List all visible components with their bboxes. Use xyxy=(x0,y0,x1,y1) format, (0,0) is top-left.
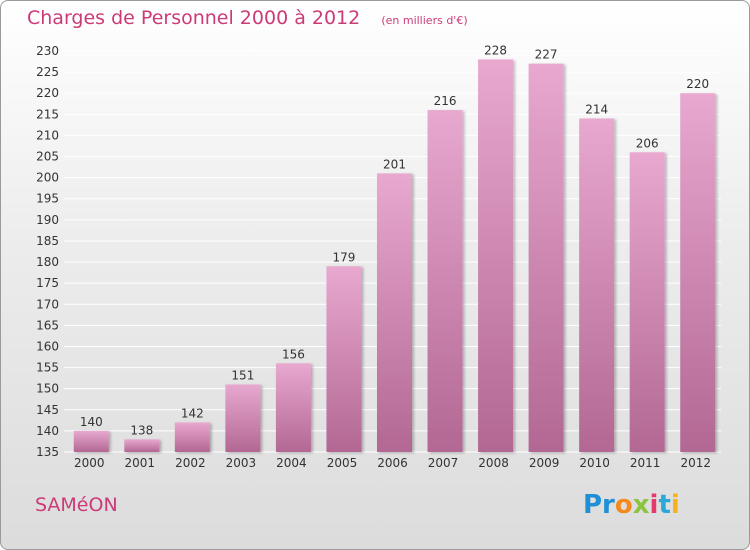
bar-2012 xyxy=(680,93,716,453)
value-label: 151 xyxy=(231,368,254,382)
x-tick-label: 2010 xyxy=(579,456,610,470)
value-label: 206 xyxy=(636,136,659,150)
value-label: 179 xyxy=(333,250,356,264)
x-tick-label: 2012 xyxy=(680,456,711,470)
y-tick-label: 160 xyxy=(36,339,59,353)
y-tick-label: 150 xyxy=(36,382,59,396)
value-label: 227 xyxy=(535,48,558,62)
y-tick-label: 205 xyxy=(36,150,59,164)
title-row: Charges de Personnel 2000 à 2012 (en mil… xyxy=(27,7,468,29)
y-tick-label: 210 xyxy=(36,128,59,142)
logo-part: o xyxy=(614,490,633,520)
y-tick-label: 175 xyxy=(36,276,59,290)
commune-name: SAMéON xyxy=(35,494,118,516)
value-labels: 140 138 142 151 156 179 201 216 228 227 214 206 220 xyxy=(80,43,709,437)
y-tick-label: 155 xyxy=(36,361,59,375)
bar-2004 xyxy=(275,363,311,452)
x-tick-label: 2004 xyxy=(276,456,307,470)
chart-title: Charges de Personnel 2000 à 2012 xyxy=(27,7,361,29)
y-tick-label: 215 xyxy=(36,107,59,121)
y-tick-label: 220 xyxy=(36,86,59,100)
bar-2011 xyxy=(629,152,665,452)
y-tick-label: 190 xyxy=(36,213,59,227)
x-tick-label: 2009 xyxy=(529,456,560,470)
logo-part: t xyxy=(658,490,671,520)
bar-2001 xyxy=(124,439,160,452)
bar-2007 xyxy=(427,110,463,453)
bar-2009 xyxy=(528,63,564,453)
logo-part: Pr xyxy=(583,490,615,520)
x-tick-label: 2005 xyxy=(327,456,358,470)
bar-2006 xyxy=(377,173,412,452)
value-label: 220 xyxy=(686,77,709,91)
bar-2010 xyxy=(579,118,615,453)
value-label: 140 xyxy=(80,415,103,429)
logo-part: i xyxy=(670,490,680,520)
y-tick-label: 195 xyxy=(36,192,59,206)
value-label: 216 xyxy=(434,94,457,108)
chart-unit: (en milliers d'€) xyxy=(381,14,468,27)
y-tick-label: 200 xyxy=(36,171,59,185)
value-label: 142 xyxy=(181,406,204,420)
x-tick-label: 2001 xyxy=(125,456,156,470)
x-tick-label: 2006 xyxy=(377,456,408,470)
y-tick-label: 140 xyxy=(36,424,59,438)
x-tick-label: 2002 xyxy=(175,456,206,470)
bars xyxy=(73,59,716,453)
y-tick-label: 170 xyxy=(36,297,59,311)
bar-2005 xyxy=(326,266,362,452)
value-label: 214 xyxy=(585,103,608,117)
logo-part: x xyxy=(632,490,650,520)
value-label: 201 xyxy=(383,157,406,171)
y-tick-label: 135 xyxy=(36,445,59,459)
x-tick-label: 2007 xyxy=(428,456,459,470)
value-label: 156 xyxy=(282,347,305,361)
bar-2003 xyxy=(225,384,261,452)
value-label: 138 xyxy=(130,423,153,437)
x-tick-label: 2003 xyxy=(226,456,257,470)
x-tick-label: 2011 xyxy=(630,456,661,470)
y-tick-label: 185 xyxy=(36,234,59,248)
y-tick-label: 145 xyxy=(36,403,59,417)
y-tick-label: 180 xyxy=(36,255,59,269)
value-label: 228 xyxy=(484,43,507,57)
y-tick-label: 230 xyxy=(36,44,59,58)
x-tick-label: 2008 xyxy=(478,456,509,470)
bar-2000 xyxy=(73,430,109,452)
y-axis-ticks: 135 140 145 150 155 160 165 170 175 180 185 190 195 2… xyxy=(36,44,59,459)
x-tick-label: 2000 xyxy=(74,456,105,470)
bar-2002 xyxy=(174,422,210,452)
logo-part: i xyxy=(649,490,659,520)
x-axis-ticks: 2000 2001 2002 2003 2004 2005 2006 2007 2008 2009… xyxy=(74,456,711,470)
y-tick-label: 225 xyxy=(36,65,59,79)
bar-2008 xyxy=(478,59,514,452)
y-tick-label: 165 xyxy=(36,318,59,332)
proxiti-logo: Proxiti xyxy=(583,490,680,520)
